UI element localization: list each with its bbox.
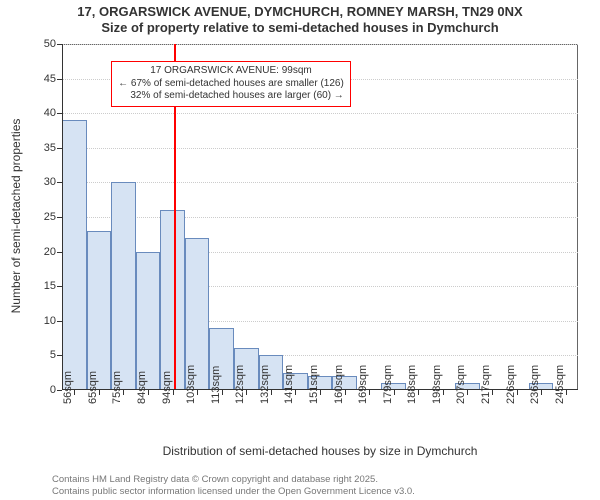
- y-axis-label: Number of semi-detached properties: [9, 96, 23, 336]
- xtick-mark: [123, 390, 124, 395]
- grid-line: [62, 44, 578, 45]
- histogram-bar: [87, 231, 112, 390]
- grid-line: [62, 217, 578, 218]
- x-axis-label: Distribution of semi-detached houses by …: [62, 444, 578, 458]
- annotation-line: 32% of semi-detached houses are larger (…: [118, 90, 344, 103]
- ytick-label: 5: [32, 349, 56, 361]
- xtick-mark: [74, 390, 75, 395]
- xtick-mark: [418, 390, 419, 395]
- histogram-bar: [160, 210, 185, 390]
- title-line-1: 17, ORGARSWICK AVENUE, DYMCHURCH, ROMNEY…: [0, 4, 600, 20]
- xtick-mark: [197, 390, 198, 395]
- annotation-box: 17 ORGARSWICK AVENUE: 99sqm← 67% of semi…: [111, 61, 351, 107]
- annotation-line: 17 ORGARSWICK AVENUE: 99sqm: [118, 65, 344, 78]
- xtick-mark: [369, 390, 370, 395]
- ytick-label: 10: [32, 315, 56, 327]
- histogram-bar: [111, 182, 136, 390]
- chart-title: 17, ORGARSWICK AVENUE, DYMCHURCH, ROMNEY…: [0, 4, 600, 37]
- title-line-2: Size of property relative to semi-detach…: [0, 20, 600, 36]
- xtick-mark: [295, 390, 296, 395]
- xtick-mark: [148, 390, 149, 395]
- xtick-mark: [467, 390, 468, 395]
- y-axis-line: [62, 44, 63, 390]
- histogram-bar: [136, 252, 161, 390]
- xtick-mark: [492, 390, 493, 395]
- grid-line: [62, 148, 578, 149]
- footer-line-1: Contains HM Land Registry data © Crown c…: [52, 474, 415, 486]
- footer: Contains HM Land Registry data © Crown c…: [52, 474, 415, 498]
- ytick-label: 30: [32, 176, 56, 188]
- ytick-label: 0: [32, 384, 56, 396]
- histogram-bar: [62, 120, 87, 390]
- grid-line: [62, 113, 578, 114]
- ytick-label: 45: [32, 73, 56, 85]
- ytick-label: 25: [32, 211, 56, 223]
- xtick-mark: [541, 390, 542, 395]
- ytick-label: 50: [32, 38, 56, 50]
- footer-line-2: Contains public sector information licen…: [52, 486, 415, 498]
- ytick-label: 15: [32, 280, 56, 292]
- plot-area: 17 ORGARSWICK AVENUE: 99sqm← 67% of semi…: [62, 44, 578, 390]
- ytick-label: 20: [32, 246, 56, 258]
- annotation-line: ← 67% of semi-detached houses are smalle…: [118, 78, 344, 91]
- chart-container: 17, ORGARSWICK AVENUE, DYMCHURCH, ROMNEY…: [0, 0, 600, 500]
- xtick-mark: [320, 390, 321, 395]
- grid-line: [62, 182, 578, 183]
- xtick-mark: [246, 390, 247, 395]
- ytick-label: 35: [32, 142, 56, 154]
- ytick-label: 40: [32, 107, 56, 119]
